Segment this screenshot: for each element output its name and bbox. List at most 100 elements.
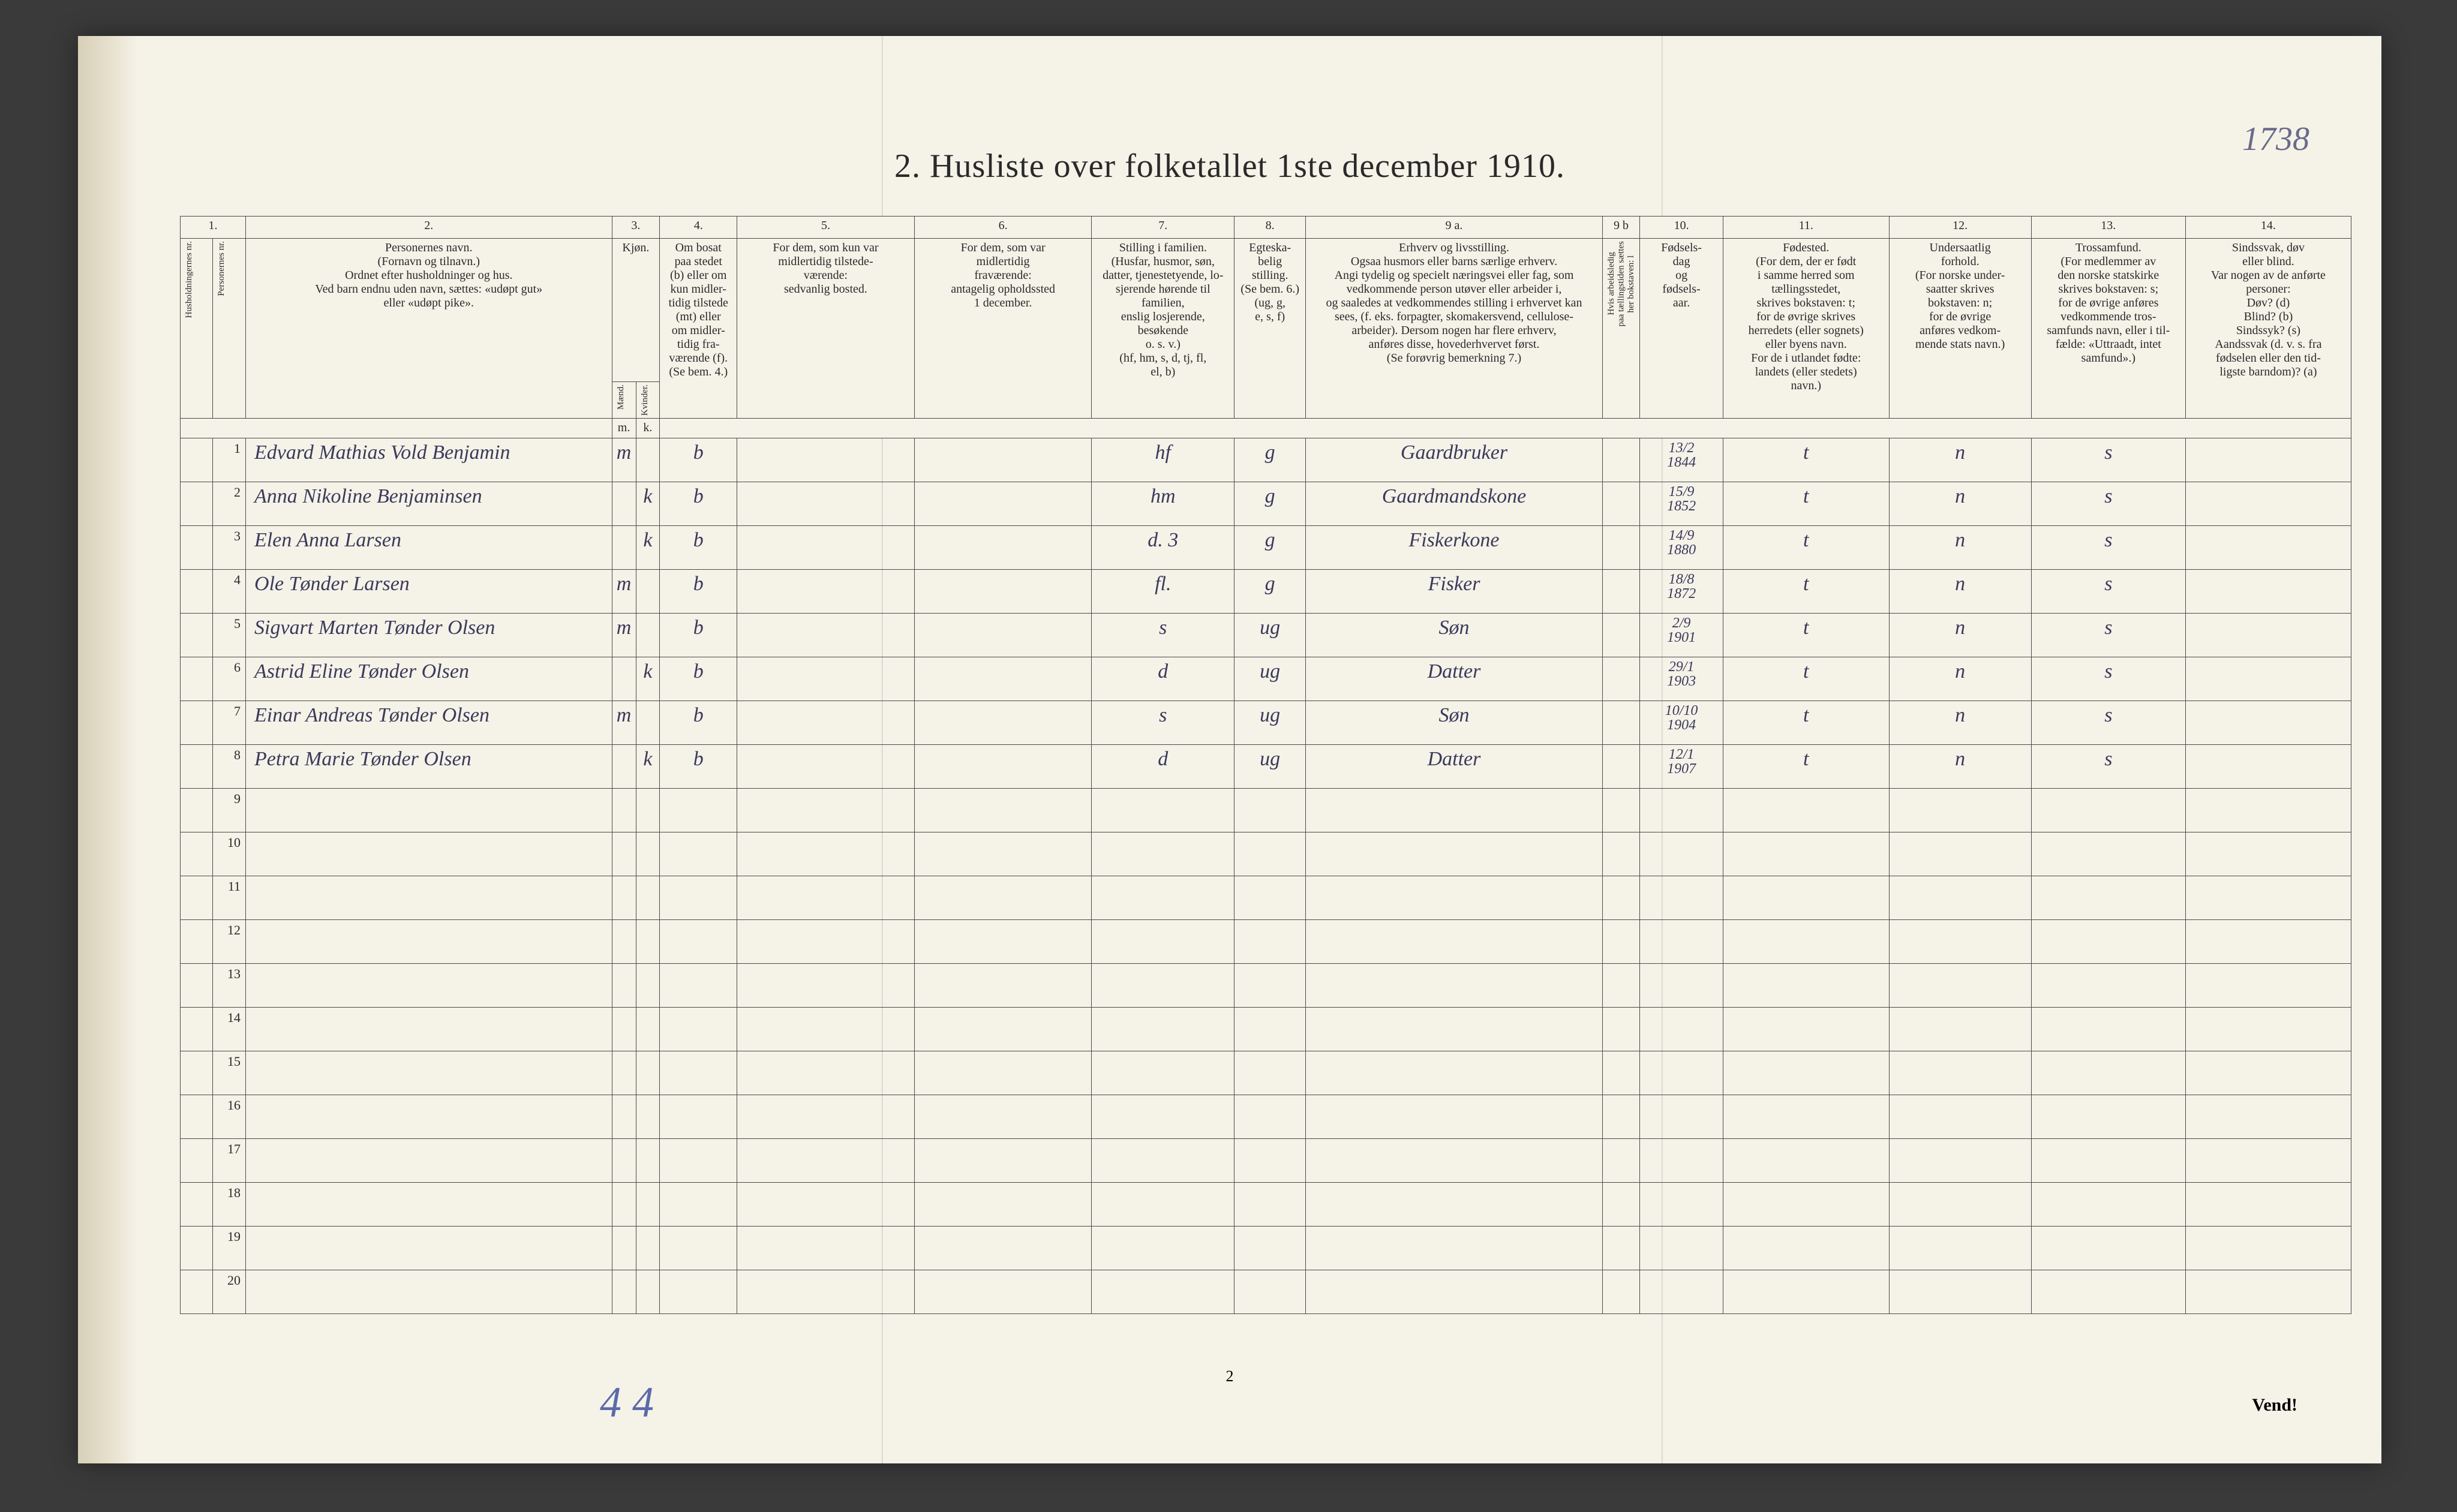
empty-cell (2185, 1008, 2351, 1051)
person-num: 13 (213, 964, 246, 1008)
disability (2185, 482, 2351, 526)
temp-absent (914, 438, 1092, 482)
empty-cell (660, 1227, 737, 1270)
empty-cell (1602, 920, 1640, 964)
temp-present (737, 438, 915, 482)
household-num (181, 570, 213, 614)
empty-cell (2031, 876, 2185, 920)
colnum: 2. (246, 217, 612, 239)
household-num (181, 920, 213, 964)
disability (2185, 701, 2351, 745)
vend-label: Vend! (2252, 1395, 2297, 1415)
unemployed (1602, 701, 1640, 745)
empty-cell (2031, 1139, 2185, 1183)
unemployed (1602, 570, 1640, 614)
occupation: Gaardmandskone (1306, 482, 1603, 526)
sex-k: k (636, 745, 660, 789)
empty-cell (1640, 1183, 1723, 1227)
empty-cell (636, 832, 660, 876)
empty-cell (612, 876, 636, 920)
temp-absent (914, 701, 1092, 745)
empty-cell (914, 1139, 1092, 1183)
person-num: 6 (213, 657, 246, 701)
disability (2185, 657, 2351, 701)
birth-date: 18/81872 (1640, 570, 1723, 614)
household-num (181, 832, 213, 876)
residence-status: b (660, 438, 737, 482)
empty-cell (1889, 832, 2031, 876)
empty-cell (737, 1095, 915, 1139)
empty-cell (1723, 1095, 1889, 1139)
empty-cell (636, 876, 660, 920)
empty-cell (2031, 1183, 2185, 1227)
person-name: Petra Marie Tønder Olsen (246, 745, 612, 789)
empty-cell (636, 920, 660, 964)
col-header: Personernes nr. (213, 239, 246, 419)
col-header-text: Husholdningernes nr. (184, 241, 194, 318)
table-row-empty: 10 (181, 832, 2351, 876)
family-position: hf (1092, 438, 1234, 482)
empty-cell (2185, 1183, 2351, 1227)
col-header: Erhverv og livsstilling.Ogsaa husmors el… (1306, 239, 1603, 419)
empty-cell (1640, 964, 1723, 1008)
person-num: 17 (213, 1139, 246, 1183)
unemployed (1602, 526, 1640, 570)
table-row-empty: 20 (181, 1270, 2351, 1314)
residence-status: b (660, 526, 737, 570)
empty-cell (1640, 1270, 1723, 1314)
empty-cell (660, 876, 737, 920)
religion: s (2031, 438, 2185, 482)
col-header: Sindssvak, døveller blind.Var nogen av d… (2185, 239, 2351, 419)
colnum: 8. (1234, 217, 1306, 239)
empty-cell (1306, 1095, 1603, 1139)
household-num (181, 438, 213, 482)
blue-pencil-note: 4 4 (600, 1378, 654, 1427)
empty-cell (737, 1051, 915, 1095)
empty-cell (636, 1270, 660, 1314)
empty-cell (1306, 964, 1603, 1008)
col-header: Stilling i familien.(Husfar, husmor, søn… (1092, 239, 1234, 419)
empty-cell (1306, 1008, 1603, 1051)
birthplace: t (1723, 570, 1889, 614)
empty-cell (2031, 1270, 2185, 1314)
temp-absent (914, 482, 1092, 526)
disability (2185, 614, 2351, 657)
occupation: Datter (1306, 657, 1603, 701)
empty-cell (1306, 920, 1603, 964)
empty-cell (660, 1270, 737, 1314)
household-num (181, 1008, 213, 1051)
empty-cell (1092, 964, 1234, 1008)
empty-cell (246, 1270, 612, 1314)
residence-status: b (660, 614, 737, 657)
empty-cell (1723, 789, 1889, 832)
empty-cell (1092, 832, 1234, 876)
empty-cell (1234, 832, 1306, 876)
empty-cell (1092, 1270, 1234, 1314)
disability (2185, 438, 2351, 482)
empty-cell (1723, 964, 1889, 1008)
unemployed (1602, 482, 1640, 526)
empty-cell (1602, 1051, 1640, 1095)
citizenship: n (1889, 745, 2031, 789)
birthplace: t (1723, 745, 1889, 789)
sex-k: k (636, 657, 660, 701)
household-num (181, 1095, 213, 1139)
temp-present (737, 482, 915, 526)
sex-k: k (636, 482, 660, 526)
birth-date: 2/91901 (1640, 614, 1723, 657)
residence-status: b (660, 570, 737, 614)
household-num (181, 745, 213, 789)
table-row-empty: 15 (181, 1051, 2351, 1095)
religion: s (2031, 745, 2185, 789)
temp-present (737, 701, 915, 745)
table-row: 4Ole Tønder Larsenmbfl.gFisker18/81872tn… (181, 570, 2351, 614)
empty-cell (1306, 832, 1603, 876)
empty-cell (737, 1139, 915, 1183)
census-table: 1. 2. 3. 4. 5. 6. 7. 8. 9 a. 9 b 10. 11.… (180, 216, 2351, 1314)
table-row-empty: 12 (181, 920, 2351, 964)
empty-cell (1640, 1139, 1723, 1183)
empty-cell (612, 964, 636, 1008)
family-position: d (1092, 745, 1234, 789)
disability (2185, 745, 2351, 789)
unemployed (1602, 438, 1640, 482)
